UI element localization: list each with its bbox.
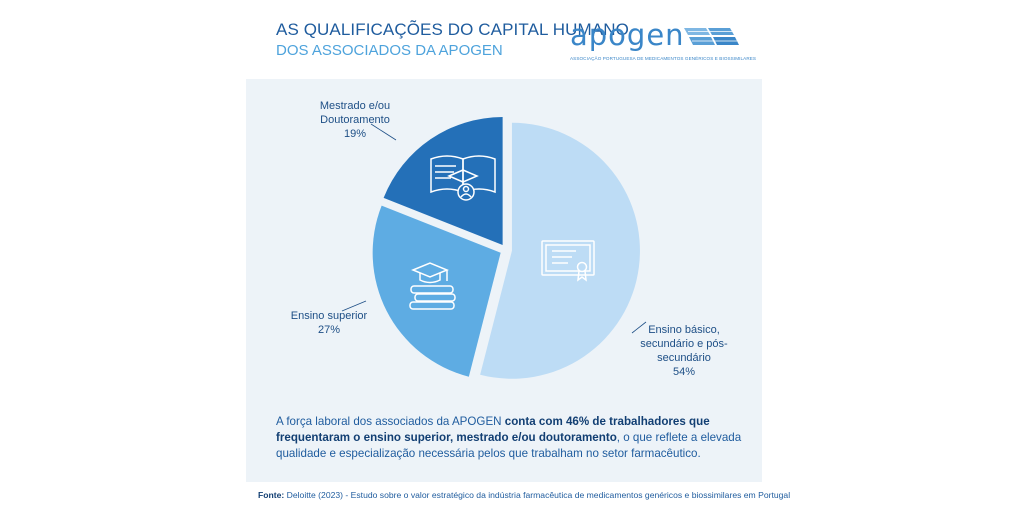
pie-chart bbox=[341, 117, 647, 379]
pie-slice-mestrado bbox=[383, 117, 503, 246]
chart-title: AS QUALIFICAÇÕES DO CAPITAL HUMANO bbox=[276, 20, 629, 39]
source-note: Fonte: Deloitte (2023) - Estudo sobre o … bbox=[258, 490, 791, 500]
pie-slice-ensino-superior bbox=[372, 205, 501, 377]
apogen-logo-wordmark: apogen bbox=[570, 18, 685, 52]
certificate-icon bbox=[541, 240, 595, 282]
apogen-logo-tagline: ASSOCIAÇÃO PORTUGUESA DE MEDICAMENTOS GE… bbox=[570, 56, 757, 61]
chart-subtitle: DOS ASSOCIADOS DA APOGEN bbox=[276, 42, 503, 59]
solar-panel-logo-icon bbox=[684, 28, 739, 45]
open-book-graduate-icon bbox=[430, 155, 496, 201]
chart-panel: Mestrado e/ou Doutoramento 19% Ensino su… bbox=[246, 79, 762, 482]
slice-label-mestrado: Mestrado e/ou Doutoramento 19% bbox=[319, 100, 391, 140]
chart-description: A força laboral dos associados da APOGEN… bbox=[276, 415, 742, 460]
slice-label-ensino-superior: Ensino superior 27% bbox=[290, 310, 368, 336]
slice-label-ensino-basico: Ensino básico, secundário e pós- secundá… bbox=[640, 324, 728, 378]
books-graduation-cap-icon bbox=[409, 262, 456, 310]
